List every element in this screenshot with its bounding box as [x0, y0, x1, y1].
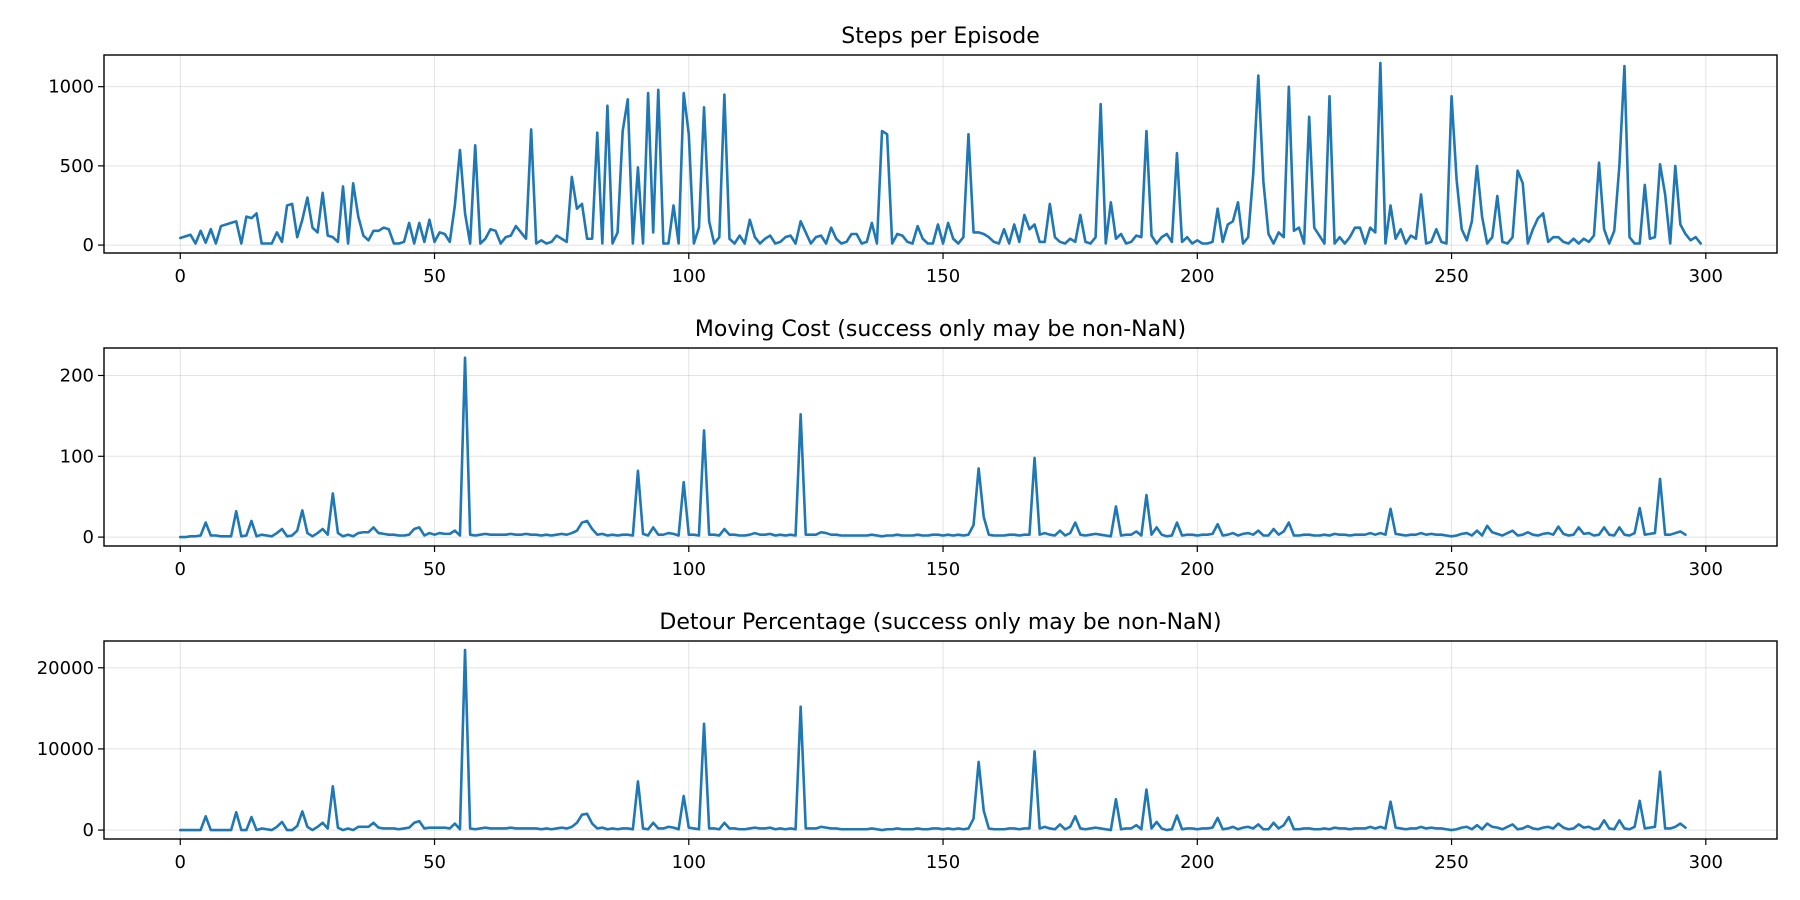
panel-detour-percentage: 0 50 100 150 200 250 300 0 10000 20000 Detour Perc… — [37, 610, 1778, 873]
y-tick-label: 20000 — [37, 658, 94, 679]
series-line — [178, 648, 1687, 832]
y-tick-label: 0 — [83, 235, 94, 256]
x-tick-label: 150 — [926, 852, 960, 873]
x-tick-label: 0 — [175, 266, 186, 287]
x-tick-label: 150 — [926, 559, 960, 580]
panel-title: Steps per Episode — [841, 24, 1039, 49]
x-tick-label: 0 — [175, 559, 186, 580]
x-tick-label: 100 — [672, 559, 706, 580]
x-tick-label: 150 — [926, 266, 960, 287]
panel-title: Moving Cost (success only may be non-NaN… — [695, 317, 1186, 342]
plot-frame — [103, 54, 1778, 254]
panel-title: Detour Percentage (success only may be n… — [659, 610, 1221, 635]
y-tick-label: 1000 — [48, 77, 94, 98]
x-tick-label: 200 — [1180, 852, 1214, 873]
x-tick-label: 0 — [175, 852, 186, 873]
y-tick-label: 200 — [60, 365, 94, 386]
x-tick-label: 300 — [1689, 852, 1723, 873]
x-tick-label: 300 — [1689, 266, 1723, 287]
x-tick-label: 200 — [1180, 266, 1214, 287]
y-tick-label: 0 — [83, 527, 94, 548]
x-tick-label: 250 — [1434, 852, 1468, 873]
x-tick-label: 50 — [423, 266, 446, 287]
x-tick-label: 50 — [423, 559, 446, 580]
y-tick-label: 0 — [83, 820, 94, 841]
y-tick-label: 10000 — [37, 739, 94, 760]
x-tick-label: 100 — [672, 266, 706, 287]
x-tick-label: 250 — [1434, 266, 1468, 287]
series-line — [178, 356, 1687, 539]
plot-frame — [103, 347, 1778, 547]
panel-moving-cost: 0 50 100 150 200 250 300 0 100 200 Moving Cost (su… — [60, 317, 1778, 580]
y-tick-label: 500 — [60, 156, 94, 177]
x-tick-label: 200 — [1180, 559, 1214, 580]
series-line — [178, 61, 1703, 245]
x-tick-label: 250 — [1434, 559, 1468, 580]
x-tick-label: 100 — [672, 852, 706, 873]
y-tick-label: 100 — [60, 446, 94, 467]
x-tick-label: 50 — [423, 852, 446, 873]
plot-frame — [103, 640, 1778, 840]
x-tick-label: 300 — [1689, 559, 1723, 580]
panel-steps-per-episode: 0 50 100 150 200 250 300 0 500 1000 Steps per Epis… — [48, 24, 1778, 287]
